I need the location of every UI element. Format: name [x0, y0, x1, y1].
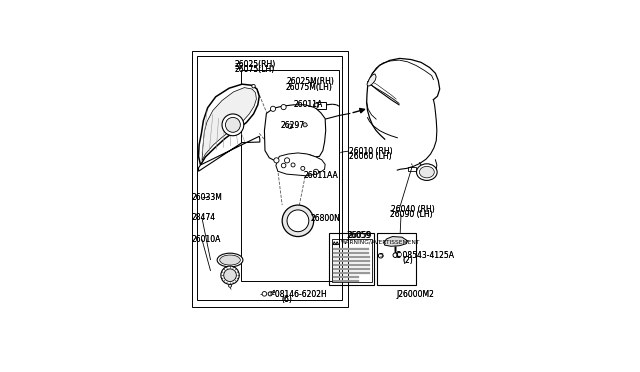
Circle shape [284, 158, 290, 163]
Circle shape [282, 205, 314, 237]
Text: WARNING/AVERTISSEMENT: WARNING/AVERTISSEMENT [341, 240, 420, 245]
Text: °08146-6202H: °08146-6202H [271, 290, 327, 299]
Text: 26010A: 26010A [191, 235, 220, 244]
Circle shape [303, 123, 307, 127]
Text: 26040 (RH): 26040 (RH) [391, 205, 435, 214]
Text: 26010A: 26010A [191, 235, 220, 244]
Bar [197, 56, 342, 299]
Text: 26025M(RH): 26025M(RH) [287, 77, 334, 86]
Text: 26011A: 26011A [294, 100, 323, 109]
Circle shape [393, 253, 397, 257]
Circle shape [268, 292, 272, 296]
Circle shape [252, 84, 255, 88]
Text: 26075M(LH): 26075M(LH) [285, 83, 333, 92]
Bar [333, 276, 359, 278]
Text: 26059: 26059 [347, 231, 371, 240]
Text: 26060 (LH): 26060 (LH) [349, 152, 392, 161]
Circle shape [225, 118, 241, 132]
Circle shape [288, 124, 292, 129]
Polygon shape [202, 87, 257, 161]
Circle shape [282, 163, 286, 168]
Text: 26040 (RH): 26040 (RH) [391, 205, 435, 214]
Circle shape [314, 103, 319, 108]
Text: 26297: 26297 [281, 121, 305, 130]
Polygon shape [384, 237, 408, 246]
Polygon shape [276, 153, 325, 176]
Circle shape [228, 284, 232, 287]
Bar [332, 240, 372, 282]
Text: °08146-6202H: °08146-6202H [271, 290, 327, 299]
Circle shape [224, 269, 236, 282]
Ellipse shape [417, 164, 437, 180]
Bar [333, 272, 370, 274]
Circle shape [378, 253, 383, 258]
Text: ©08543-4125A: ©08543-4125A [396, 251, 454, 260]
Text: (2): (2) [402, 256, 413, 265]
Text: 26297: 26297 [281, 121, 305, 130]
Text: 28474: 28474 [191, 214, 215, 222]
Circle shape [281, 105, 286, 110]
Text: 26033M: 26033M [191, 193, 222, 202]
Text: (6): (6) [282, 295, 292, 304]
Text: 26010 (RH): 26010 (RH) [349, 147, 392, 156]
Text: 26059: 26059 [347, 231, 371, 240]
Text: ß: ß [269, 291, 273, 296]
Ellipse shape [419, 166, 435, 178]
Text: 28474: 28474 [191, 214, 215, 222]
Polygon shape [198, 136, 260, 171]
Text: 26075(LH): 26075(LH) [235, 65, 275, 74]
Text: 26025(RH): 26025(RH) [235, 60, 276, 69]
Bar [241, 70, 339, 281]
Bar [330, 233, 374, 285]
Text: 26059: 26059 [347, 231, 371, 240]
Bar [192, 51, 348, 307]
Polygon shape [198, 84, 259, 165]
Polygon shape [264, 105, 326, 161]
Text: 26800N: 26800N [311, 214, 340, 223]
Text: J26000M2: J26000M2 [397, 290, 435, 299]
Polygon shape [367, 74, 376, 86]
Bar [333, 248, 369, 250]
Text: 26033M: 26033M [191, 193, 222, 202]
Text: 26011AA: 26011AA [303, 171, 339, 180]
Text: 26090 (LH): 26090 (LH) [390, 210, 433, 219]
Text: (2): (2) [402, 256, 413, 265]
Text: 26060 (LH): 26060 (LH) [349, 152, 392, 161]
Bar [333, 264, 370, 266]
Circle shape [271, 106, 276, 111]
Bar [408, 167, 416, 171]
Text: 26090 (LH): 26090 (LH) [390, 210, 433, 219]
Text: 26025(RH): 26025(RH) [235, 60, 276, 69]
Text: ©08543-4125A: ©08543-4125A [396, 251, 454, 260]
Text: 26075M(LH): 26075M(LH) [285, 83, 333, 92]
Text: 26075(LH): 26075(LH) [235, 65, 275, 74]
Circle shape [291, 163, 295, 167]
Circle shape [274, 158, 279, 163]
Text: 26011A: 26011A [294, 100, 323, 109]
Circle shape [314, 169, 319, 174]
Ellipse shape [220, 255, 241, 265]
Text: J26000M2: J26000M2 [397, 290, 435, 299]
Circle shape [222, 114, 244, 136]
Ellipse shape [217, 253, 243, 267]
Circle shape [262, 292, 267, 296]
Bar [333, 280, 359, 282]
Text: 26011AA: 26011AA [303, 171, 339, 180]
Bar [333, 252, 369, 254]
Bar [316, 102, 326, 109]
Circle shape [301, 166, 305, 170]
Text: 26010 (RH): 26010 (RH) [349, 147, 392, 156]
Text: 26025M(RH): 26025M(RH) [287, 77, 334, 86]
Text: 26800N: 26800N [311, 214, 340, 223]
Text: (6): (6) [282, 295, 292, 304]
Circle shape [221, 266, 239, 284]
Bar [333, 260, 370, 262]
Bar [333, 268, 370, 270]
Text: S: S [380, 253, 383, 258]
Circle shape [287, 210, 309, 232]
Bar [377, 233, 416, 285]
Bar [333, 256, 370, 258]
